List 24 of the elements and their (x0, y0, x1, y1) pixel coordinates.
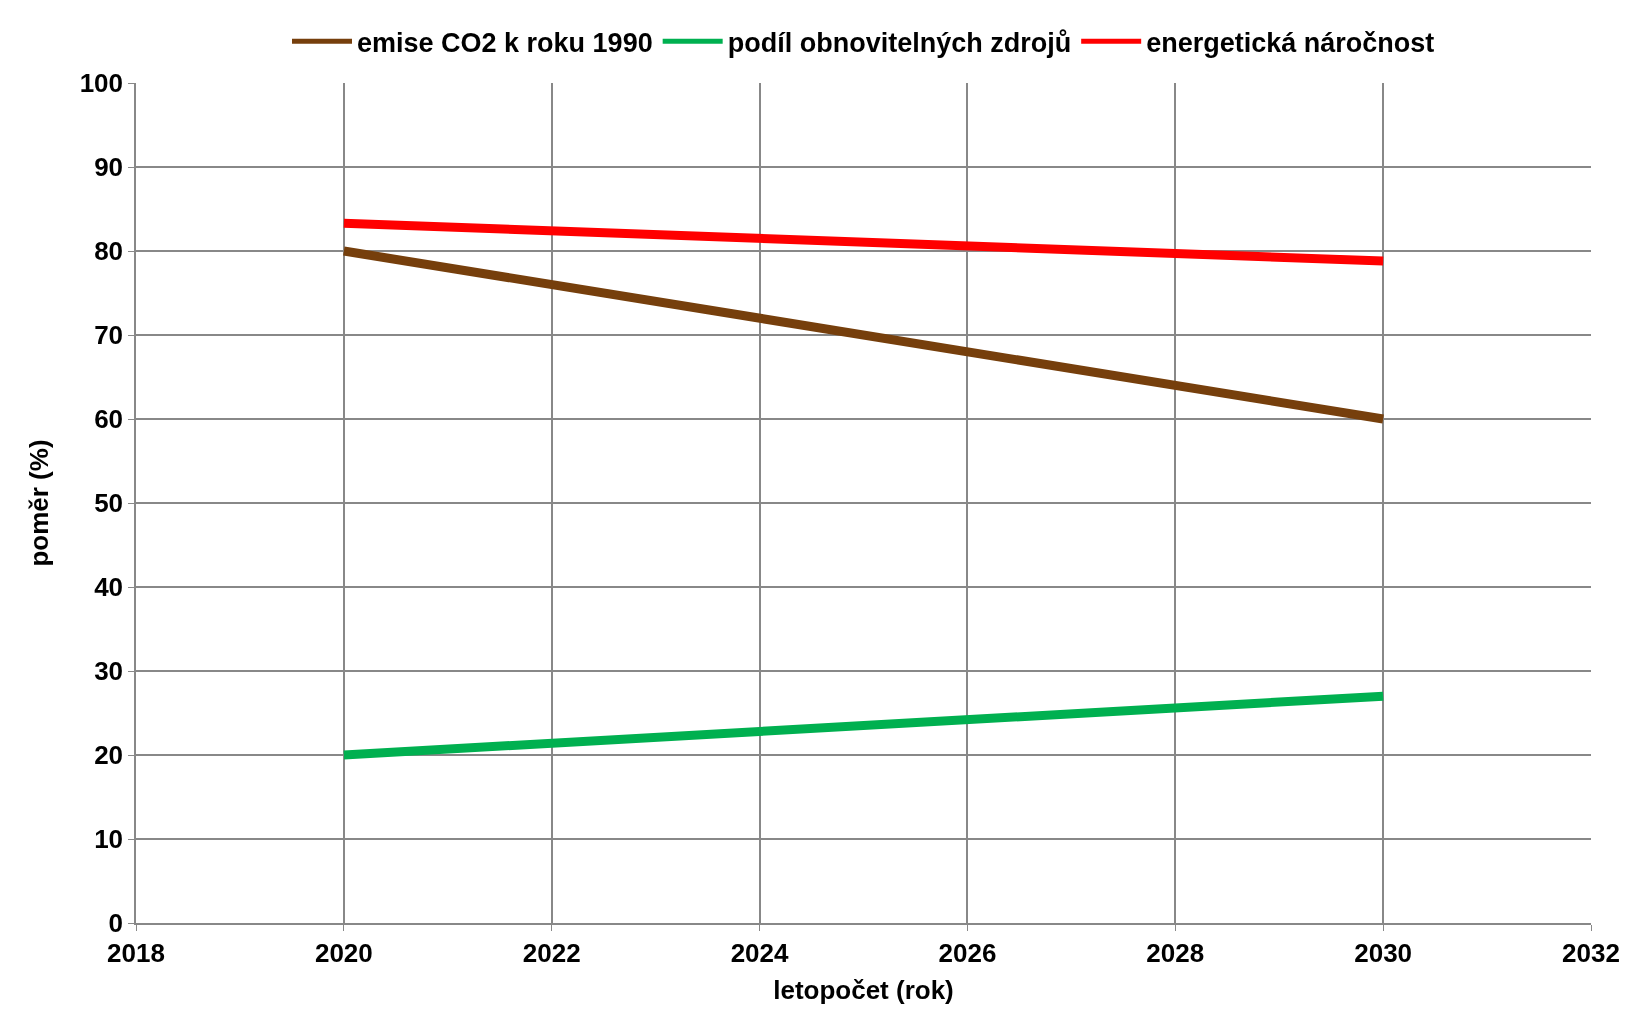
x-tick-label: 2026 (938, 937, 997, 968)
x-tick-label: 2022 (522, 937, 581, 968)
y-tick-label: 70 (94, 320, 124, 351)
y-tick-label: 100 (79, 68, 124, 99)
x-tick-label: 2018 (107, 937, 165, 968)
x-tick-label: 2024 (730, 937, 790, 968)
legend-label: podíl obnovitelných zdrojů (727, 27, 1072, 58)
y-tick-label: 60 (94, 404, 124, 435)
x-axis-title: letopočet (rok) (773, 975, 954, 1006)
y-tick-label: 10 (94, 824, 124, 855)
y-tick-label: 20 (94, 740, 124, 771)
y-tick-label: 90 (94, 152, 124, 183)
x-tick-label: 2020 (314, 937, 373, 968)
y-axis-title: poměr (%) (23, 439, 54, 567)
y-tick-label: 30 (94, 656, 124, 687)
legend-label: energetická náročnost (1146, 27, 1435, 58)
x-tick-label: 2032 (1562, 937, 1620, 968)
x-tick-label: 2030 (1354, 937, 1413, 968)
y-tick-label: 40 (94, 572, 124, 603)
legend-label: emise CO2 k roku 1990 (357, 27, 653, 58)
y-tick-label: 80 (94, 236, 124, 267)
y-tick-label: 0 (108, 908, 124, 939)
y-tick-label: 50 (94, 488, 124, 519)
x-tick-label: 2028 (1146, 937, 1205, 968)
